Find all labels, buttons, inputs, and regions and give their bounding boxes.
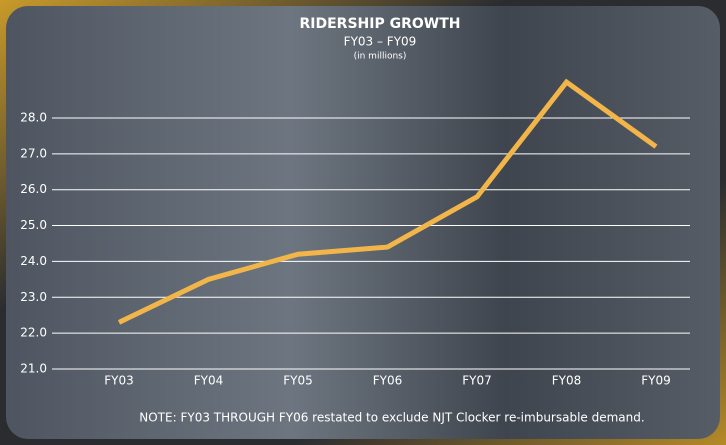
x-tick-label: FY05	[283, 374, 313, 388]
x-tick-label: FY07	[462, 374, 492, 388]
y-tick-label: 22.0	[20, 326, 47, 340]
y-tick-label: 26.0	[20, 182, 47, 196]
chart-title: RIDERSHIP GROWTH	[300, 16, 461, 32]
x-tick-label: FY08	[552, 374, 582, 388]
x-tick-label: FY04	[194, 374, 224, 388]
y-tick-label: 25.0	[20, 218, 47, 232]
unit-note: (in millions)	[354, 52, 407, 62]
line	[117, 78, 658, 325]
y-tick-label: 28.0	[20, 110, 47, 124]
y-tick-label: 27.0	[20, 146, 47, 160]
note: NOTE: FY03 THROUGH FY06 restated to excl…	[139, 411, 644, 425]
x-tick-label: FY06	[373, 374, 403, 388]
y-tick-label: 24.0	[20, 254, 47, 268]
chart-subtitle: FY03 – FY09	[344, 35, 417, 49]
y-tick-label: 23.0	[20, 290, 47, 304]
y-tick-label: 21.0	[20, 362, 47, 376]
x-tick-label: FY09	[641, 374, 671, 388]
x-tick-label: FY03	[104, 374, 134, 388]
